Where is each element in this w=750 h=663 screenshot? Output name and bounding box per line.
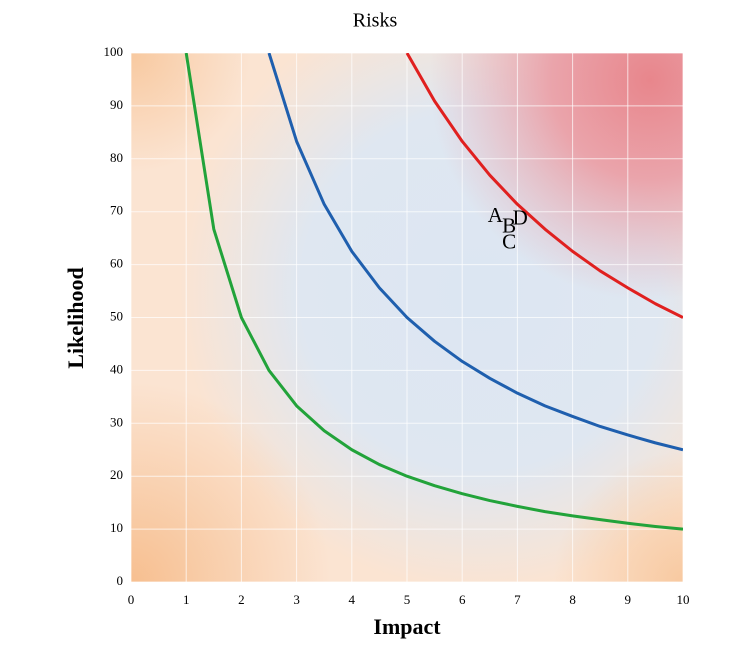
y-axis-label: Likelihood <box>63 267 88 368</box>
y-tick-label: 20 <box>110 467 123 482</box>
line-series <box>405 53 683 319</box>
x-tick-label: 3 <box>293 592 300 607</box>
y-tick-label: 30 <box>110 414 123 429</box>
x-tick-label: 6 <box>459 592 466 607</box>
y-tick-label: 40 <box>110 361 123 376</box>
x-tick-label: 5 <box>404 592 411 607</box>
y-tick-label: 80 <box>110 150 123 165</box>
y-tick-label: 70 <box>110 203 123 218</box>
y-tick-label: 90 <box>110 97 123 112</box>
y-tick-label: 10 <box>110 520 123 535</box>
line-series <box>267 53 683 452</box>
x-axis-label: Impact <box>373 614 441 639</box>
y-tick-label: 50 <box>110 308 123 323</box>
risk-point: B <box>502 213 516 237</box>
risk-point: D <box>513 205 528 229</box>
chart-title: Risks <box>353 10 398 32</box>
x-tick-label: 1 <box>183 592 190 607</box>
risk-point: A <box>488 203 504 227</box>
x-tick-label: 8 <box>569 592 576 607</box>
y-tick-label: 60 <box>110 256 123 271</box>
x-tick-label: 0 <box>128 592 135 607</box>
x-tick-label: 7 <box>514 592 521 607</box>
x-tick-label: 4 <box>349 592 356 607</box>
y-tick-label: 100 <box>104 44 124 59</box>
x-tick-label: 10 <box>677 592 690 607</box>
x-tick-label: 9 <box>625 592 632 607</box>
y-tick-label: 0 <box>117 573 124 588</box>
x-tick-label: 2 <box>238 592 245 607</box>
line-series <box>184 53 683 531</box>
risk-point: C <box>502 229 516 253</box>
